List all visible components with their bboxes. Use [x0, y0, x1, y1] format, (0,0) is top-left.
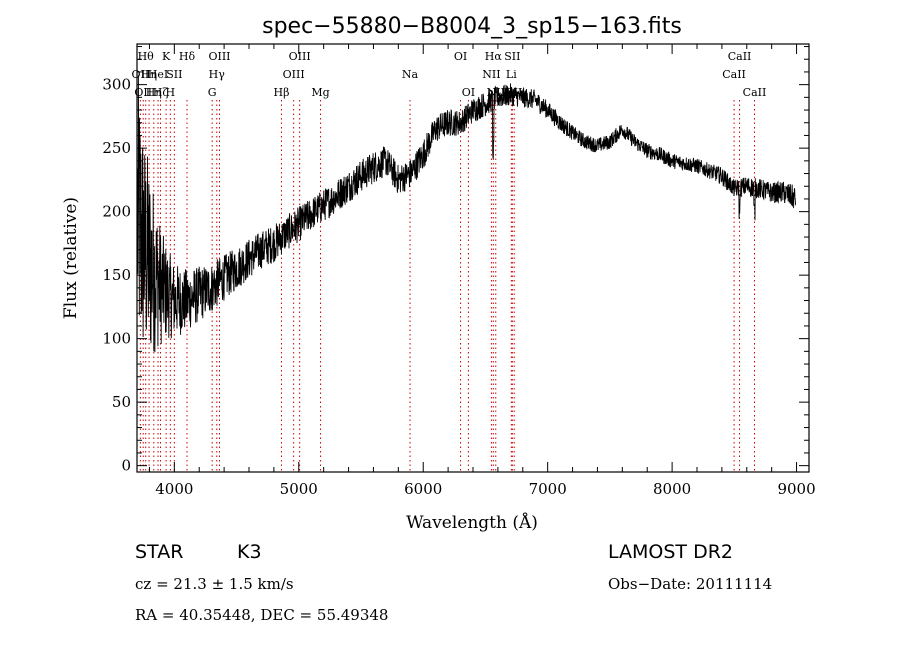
- spectral-line-label: CaII: [728, 50, 752, 63]
- x-axis-label: Wavelength (Å): [406, 512, 538, 533]
- spectral-line-label: SII: [166, 68, 182, 81]
- spectrum-line: [137, 75, 796, 353]
- spectral-line-label: Hη: [141, 68, 157, 81]
- x-tick-label: 5000: [280, 480, 318, 498]
- spectral-line-label: Hγ: [209, 68, 226, 81]
- spectral-line-label: K: [162, 50, 171, 63]
- spectral-line-label: HeI: [148, 68, 168, 81]
- spectral-line-label: OIII: [208, 50, 230, 63]
- spectral-line-label: G: [208, 86, 217, 99]
- spectral-line-label: Li: [506, 68, 517, 81]
- y-tick-label: 200: [102, 203, 131, 221]
- spectral-line-label: SII: [504, 50, 520, 63]
- spectral-line-label: OI: [454, 50, 467, 63]
- y-tick-label: 250: [102, 139, 131, 157]
- x-tick-label: 7000: [529, 480, 567, 498]
- object-class: STAR: [135, 541, 183, 563]
- y-axis-label: Flux (relative): [61, 197, 81, 319]
- spectral-line-label: NII: [482, 68, 500, 81]
- spectral-line-label: CaII: [743, 86, 767, 99]
- spectral-line-label: Hδ: [179, 50, 196, 63]
- chart-title: spec−55880−B8004_3_sp15−163.fits: [262, 14, 682, 39]
- y-tick-label: 0: [121, 457, 131, 475]
- survey-name: LAMOST DR2: [608, 541, 733, 563]
- spectral-line-label: CaII: [722, 68, 746, 81]
- x-tick-label: 9000: [777, 480, 815, 498]
- x-tick-label: 6000: [404, 480, 442, 498]
- spectral-line-label: Hα: [485, 50, 503, 63]
- x-tick-label: 8000: [653, 480, 691, 498]
- spectral-line-label: Hζ: [153, 86, 169, 99]
- y-tick-label: 100: [102, 330, 131, 348]
- subclass: K3: [237, 541, 262, 563]
- x-tick-label: 4000: [155, 480, 193, 498]
- y-tick-label: 50: [112, 393, 131, 411]
- tick-layer: 4000 5000 6000 7000 8000 9000 0 50 100 150 200 250 3…: [102, 44, 816, 498]
- spectral-line-label: OIII: [283, 68, 305, 81]
- coordinates: RA = 40.35448, DEC = 55.49348: [135, 606, 388, 624]
- spectral-line-label: OI: [462, 86, 475, 99]
- spectral-line-label: Hθ: [138, 50, 155, 63]
- spectrum-layer: [137, 75, 796, 353]
- redshift-velocity: cz = 21.3 ± 1.5 km/s: [135, 575, 294, 593]
- spectral-line-label: Mg: [311, 86, 329, 99]
- spectral-line-label: Na: [402, 68, 419, 81]
- spectral-line-label: OII: [132, 68, 150, 81]
- spectral-line-label: Hη: [146, 86, 162, 99]
- y-tick-label: 300: [102, 76, 131, 94]
- observation-date: Obs−Date: 20111114: [608, 575, 772, 593]
- spectral-line-label: Hβ: [274, 86, 290, 99]
- spectral-line-label: H: [166, 86, 176, 99]
- spectral-line-label: OIII: [289, 50, 311, 63]
- y-tick-label: 150: [102, 266, 131, 284]
